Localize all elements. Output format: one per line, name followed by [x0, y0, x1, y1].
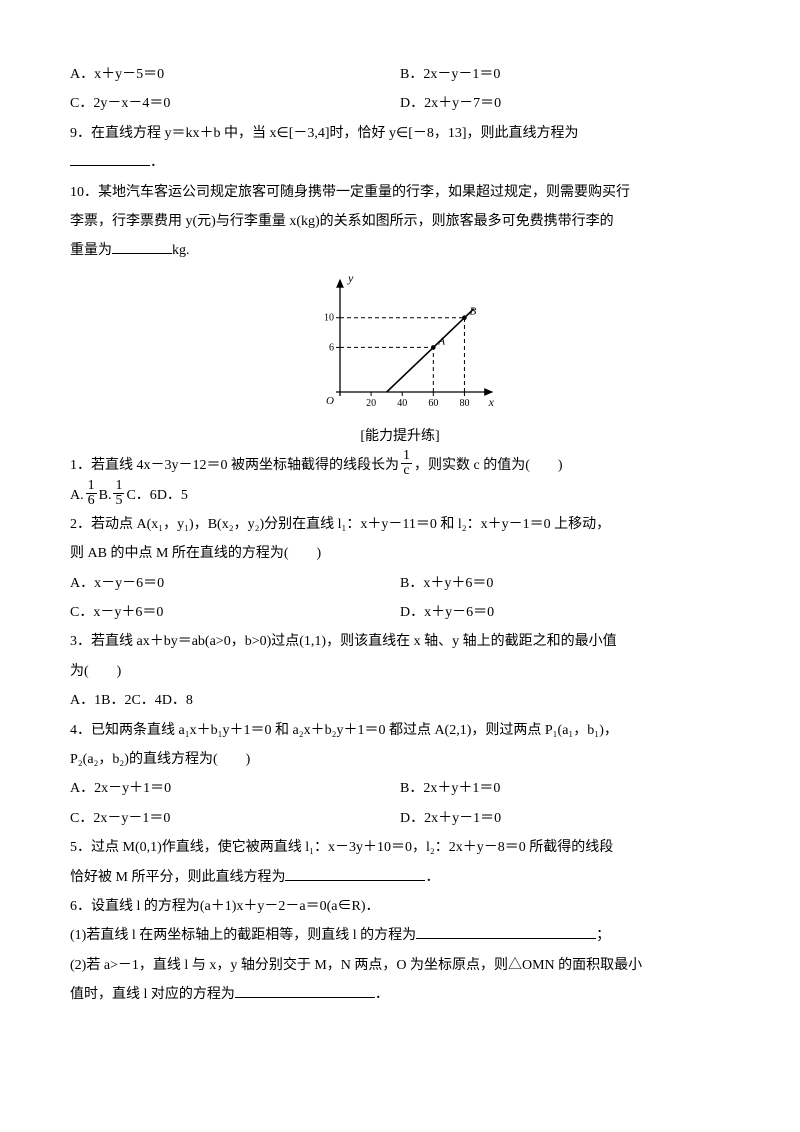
- q10-figure: x y O 20 40 60 80 6 10 A B: [70, 270, 730, 420]
- q10-blank: [112, 240, 172, 254]
- p3-text1: 3．若直线 ax＋by＝ab(a>0，b>0)过点(1,1)，则该直线在 x 轴…: [70, 627, 730, 656]
- p3-text2: 为( ): [70, 657, 730, 686]
- p4-text1: 4．已知两条直线 a₁x＋b₁y＋1＝0 和 a₂x＋b₂y＋1＝0 都过点 A…: [70, 716, 730, 745]
- q10-text3-line: 重量为 kg.: [70, 236, 730, 265]
- p5-text2: 恰好被 M 所平分，则此直线方程为: [70, 870, 285, 885]
- p5-blank: [285, 867, 425, 881]
- p6-text1: 6．设直线 l 的方程为(a＋1)x＋y－2－a＝0(a∈R)．: [70, 892, 730, 921]
- p3-options: A．1B．2C．4D．8: [70, 686, 730, 715]
- svg-text:y: y: [347, 271, 354, 285]
- p1-text: 1．若直线 4x－3y－12＝0 被两坐标轴截得的线段长为1c，则实数 c 的值…: [70, 451, 730, 480]
- p2-text2: 则 AB 的中点 M 所在直线的方程为( ): [70, 539, 730, 568]
- svg-text:40: 40: [397, 398, 407, 409]
- svg-text:x: x: [488, 395, 495, 409]
- p5-text1: 5．过点 M(0,1)作直线，使它被两直线 l₁：x－3y＋10＝0，l₂：2x…: [70, 833, 730, 862]
- section-title: [能力提升练]: [70, 422, 730, 451]
- p4-options: A．2x－y＋1＝0 B．2x＋y＋1＝0 C．2x－y－1＝0 D．2x＋y－…: [70, 774, 730, 833]
- svg-text:6: 6: [329, 342, 334, 353]
- q10-text2: 李票，行李票费用 y(元)与行李重量 x(kg)的关系如图所示，则旅客最多可免费…: [70, 207, 730, 236]
- p6-part2b: 值时，直线 l 对应的方程为．: [70, 980, 730, 1009]
- opt-c: C．2y－x－4＝0: [70, 89, 400, 118]
- opt-a: A．x＋y－5＝0: [70, 60, 400, 89]
- q9-blank: [70, 152, 150, 166]
- chart-svg: x y O 20 40 60 80 6 10 A B: [300, 270, 500, 420]
- q9-blank-line: ．: [70, 148, 730, 177]
- svg-text:O: O: [326, 395, 334, 407]
- q10-unit: kg.: [172, 243, 190, 258]
- p6-part1: (1)若直线 l 在两坐标轴上的截距相等，则直线 l 的方程为；: [70, 921, 730, 950]
- q9-period: ．: [150, 155, 164, 170]
- opt-b: B．2x－y－1＝0: [400, 60, 730, 89]
- p1-b: ，则实数 c 的值为( ): [414, 458, 563, 473]
- p1-a: 1．若直线 4x－3y－12＝0 被两坐标轴截得的线段长为: [70, 458, 399, 473]
- svg-text:20: 20: [366, 398, 376, 409]
- svg-text:10: 10: [324, 312, 334, 323]
- p6-blank1: [416, 925, 596, 939]
- q8-options: A．x＋y－5＝0 B．2x－y－1＝0 C．2y－x－4＝0 D．2x＋y－7…: [70, 60, 730, 119]
- p2-text1: 2．若动点 A(x₁，y₁)，B(x₂，y₂)分别在直线 l₁：x＋y－11＝0…: [70, 510, 730, 539]
- p2-options: A．x－y－6＝0 B．x＋y＋6＝0 C．x－y＋6＝0 D．x＋y－6＝0: [70, 569, 730, 628]
- opt-d: D．2x＋y－7＝0: [400, 89, 730, 118]
- p1-frac: 1c: [401, 449, 412, 478]
- p1-options: A.16B.15C．6D．5: [70, 481, 730, 510]
- p6-blank2: [235, 984, 375, 998]
- q10-text3: 重量为: [70, 243, 112, 258]
- q10-text1: 10．某地汽车客运公司规定旅客可随身携带一定重量的行李，如果超过规定，则需要购买…: [70, 178, 730, 207]
- svg-text:A: A: [437, 335, 445, 347]
- p6-text3a: (2)若 a>－1，直线 l 与 x，y 轴分别交于 M，N 两点，O 为坐标原…: [70, 951, 730, 980]
- p4-text2: P₂(a₂，b₂)的直线方程为( ): [70, 745, 730, 774]
- svg-text:60: 60: [428, 398, 438, 409]
- svg-text:B: B: [469, 305, 476, 317]
- q9-text1: 9．在直线方程 y＝kx＋b 中，当 x∈[－3,4]时，恰好 y∈[－8，13…: [70, 119, 730, 148]
- p5-line2: 恰好被 M 所平分，则此直线方程为．: [70, 863, 730, 892]
- svg-text:80: 80: [459, 398, 469, 409]
